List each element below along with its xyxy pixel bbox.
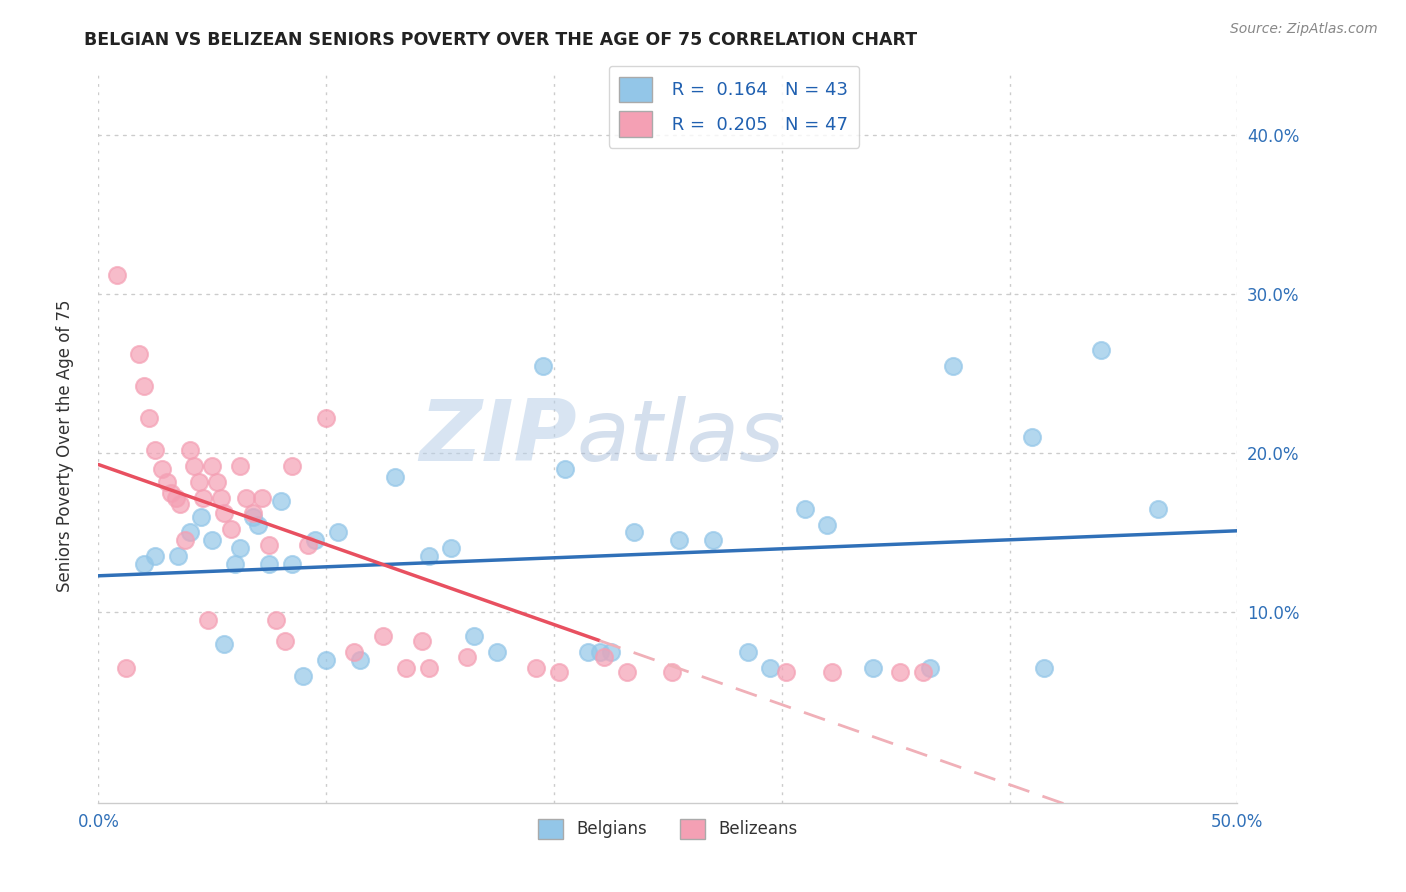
Point	[349, 653, 371, 667]
Point	[259, 538, 281, 552]
Point	[911, 665, 934, 680]
Point	[165, 491, 187, 505]
Point	[1090, 343, 1112, 357]
Point	[702, 533, 724, 548]
Point	[759, 660, 782, 674]
Point	[862, 660, 884, 674]
Text: Seniors Poverty Over the Age of 75: Seniors Poverty Over the Age of 75	[56, 300, 75, 592]
Point	[440, 541, 463, 556]
Point	[384, 470, 406, 484]
Point	[228, 458, 250, 473]
Point	[169, 497, 191, 511]
Point	[183, 458, 205, 473]
Point	[593, 649, 616, 664]
Point	[138, 411, 160, 425]
Text: Source: ZipAtlas.com: Source: ZipAtlas.com	[1230, 22, 1378, 37]
Point	[201, 533, 224, 548]
Point	[201, 458, 224, 473]
Point	[281, 558, 304, 572]
Point	[281, 458, 304, 473]
Point	[737, 645, 759, 659]
Point	[193, 491, 215, 505]
Point	[616, 665, 638, 680]
Point	[145, 549, 167, 564]
Point	[576, 645, 599, 659]
Point	[259, 558, 281, 572]
Point	[219, 522, 242, 536]
Point	[242, 507, 264, 521]
Point	[588, 645, 610, 659]
Point	[160, 485, 183, 500]
Point	[531, 359, 554, 373]
Point	[150, 462, 173, 476]
Point	[315, 653, 337, 667]
Point	[315, 411, 337, 425]
Legend: Belgians, Belizeans: Belgians, Belizeans	[531, 812, 804, 846]
Point	[418, 549, 440, 564]
Text: ZIP: ZIP	[419, 395, 576, 479]
Point	[209, 491, 232, 505]
Point	[668, 533, 690, 548]
Point	[246, 517, 269, 532]
Point	[793, 501, 815, 516]
Point	[264, 613, 287, 627]
Point	[297, 538, 319, 552]
Point	[547, 665, 569, 680]
Point	[145, 442, 167, 457]
Point	[371, 629, 394, 643]
Point	[623, 525, 645, 540]
Point	[190, 509, 212, 524]
Point	[252, 491, 274, 505]
Point	[942, 359, 965, 373]
Point	[274, 633, 297, 648]
Text: BELGIAN VS BELIZEAN SENIORS POVERTY OVER THE AGE OF 75 CORRELATION CHART: BELGIAN VS BELIZEAN SENIORS POVERTY OVER…	[84, 31, 918, 49]
Point	[197, 613, 219, 627]
Point	[167, 549, 190, 564]
Point	[486, 645, 509, 659]
Point	[661, 665, 683, 680]
Point	[411, 633, 433, 648]
Point	[821, 665, 844, 680]
Point	[174, 533, 197, 548]
Point	[342, 645, 364, 659]
Point	[524, 660, 547, 674]
Point	[179, 525, 201, 540]
Point	[889, 665, 911, 680]
Point	[1032, 660, 1054, 674]
Point	[128, 347, 150, 361]
Point	[224, 558, 246, 572]
Point	[304, 533, 326, 548]
Point	[395, 660, 418, 674]
Point	[235, 491, 257, 505]
Point	[132, 379, 155, 393]
Point	[114, 660, 136, 674]
Point	[228, 541, 250, 556]
Point	[554, 462, 576, 476]
Point	[815, 517, 838, 532]
Point	[600, 645, 623, 659]
Point	[212, 507, 235, 521]
Point	[205, 475, 228, 489]
Point	[156, 475, 179, 489]
Point	[212, 637, 235, 651]
Point	[1146, 501, 1168, 516]
Point	[270, 493, 292, 508]
Point	[132, 558, 155, 572]
Point	[456, 649, 478, 664]
Point	[187, 475, 209, 489]
Point	[292, 668, 315, 682]
Point	[326, 525, 349, 540]
Point	[418, 660, 440, 674]
Point	[242, 509, 264, 524]
Point	[105, 268, 128, 282]
Text: atlas: atlas	[576, 395, 785, 479]
Point	[1021, 430, 1043, 444]
Point	[463, 629, 485, 643]
Point	[918, 660, 941, 674]
Point	[179, 442, 201, 457]
Point	[775, 665, 797, 680]
